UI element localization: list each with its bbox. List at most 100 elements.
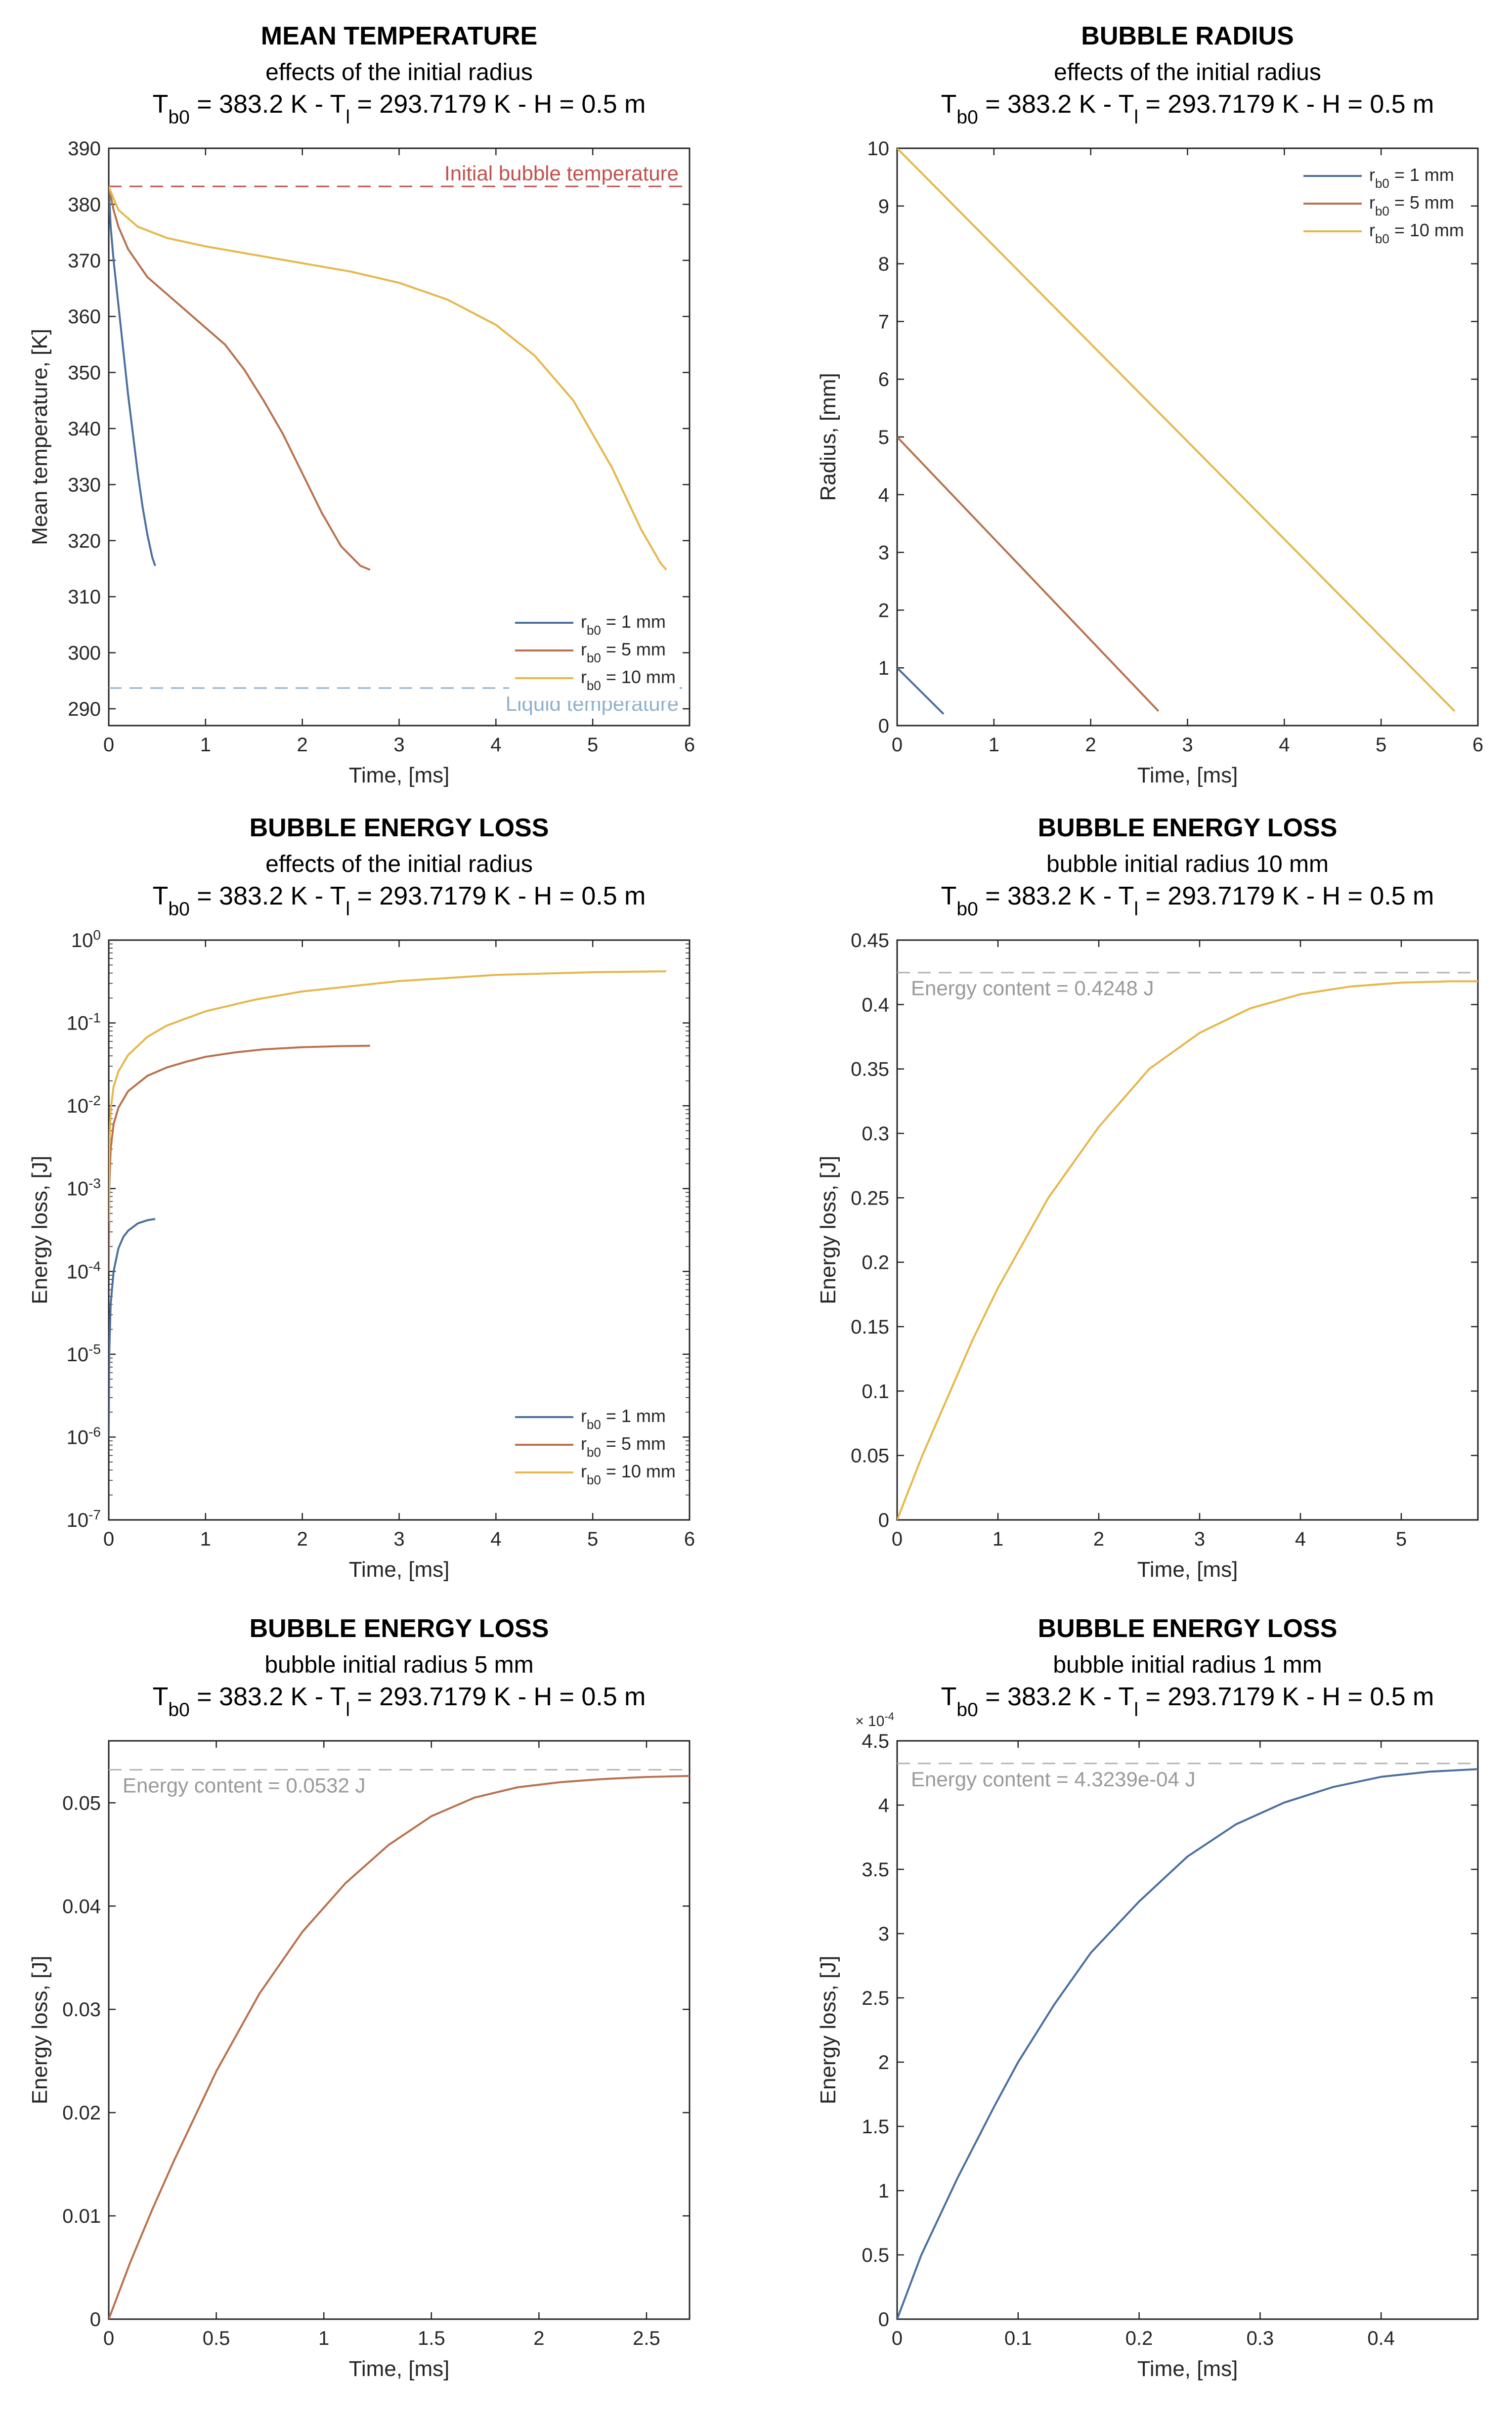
y-tick-label: 6 xyxy=(878,369,889,390)
x-tick-label: 4 xyxy=(490,1528,501,1550)
y-multiplier: × 10-4 xyxy=(855,1710,894,1730)
y-tick-label: 0 xyxy=(878,715,889,737)
chart-conditions: Tb0 = 383.2 K - Tl = 293.7179 K - H = 0.… xyxy=(941,90,1434,128)
reference-line-label: Energy content = 4.3239e-04 J xyxy=(911,1768,1196,1791)
x-tick-label: 2.5 xyxy=(633,2328,660,2349)
chart-mean_temperature: MEAN TEMPERATURE effects of the initial r… xyxy=(28,22,695,787)
x-tick-label: 3 xyxy=(1194,1528,1205,1550)
y-tick-label: 3.5 xyxy=(862,1859,889,1881)
y-tick-label: 1.5 xyxy=(862,2116,889,2138)
x-tick-label: 5 xyxy=(587,1528,598,1550)
x-tick-label: 0.1 xyxy=(1004,2328,1032,2349)
y-tick-label: 100 xyxy=(71,927,101,952)
y-axis-label: Mean temperature, [K] xyxy=(28,329,52,545)
y-tick-label: 4.5 xyxy=(862,1730,889,1752)
y-axis-label: Energy loss, [J] xyxy=(28,1156,52,1304)
y-tick-label: 4 xyxy=(878,1795,889,1816)
y-tick-label: 5 xyxy=(878,427,889,448)
y-tick-label: 1 xyxy=(878,657,889,679)
y-tick-label: 0.4 xyxy=(862,994,889,1016)
chart-title: BUBBLE ENERGY LOSS xyxy=(250,1614,549,1643)
x-tick-label: 2 xyxy=(1085,734,1096,756)
y-tick-label: 350 xyxy=(68,362,101,384)
y-tick-label: 360 xyxy=(68,306,101,328)
y-tick-label: 10-2 xyxy=(67,1093,101,1118)
series-line-0 xyxy=(109,1218,156,1437)
x-tick-label: 1 xyxy=(318,2328,329,2349)
x-tick-label: 0 xyxy=(892,2328,903,2349)
y-tick-label: 0.02 xyxy=(62,2102,101,2124)
x-tick-label: 6 xyxy=(1472,734,1483,756)
y-tick-label: 370 xyxy=(68,250,101,272)
x-tick-label: 2 xyxy=(1093,1528,1104,1550)
series-line-2 xyxy=(109,186,667,571)
x-tick-label: 0 xyxy=(103,2328,114,2349)
y-tick-label: 2 xyxy=(878,2052,889,2073)
y-tick-label: 3 xyxy=(878,542,889,564)
chart-title: MEAN TEMPERATURE xyxy=(261,22,537,50)
x-tick-label: 3 xyxy=(393,734,404,756)
chart-subtitle: effects of the initial radius xyxy=(265,59,533,86)
plot-area xyxy=(108,1740,691,2320)
y-tick-label: 0 xyxy=(90,2309,101,2331)
x-tick-label: 4 xyxy=(490,734,501,756)
y-tick-label: 330 xyxy=(68,474,101,496)
x-tick-label: 4 xyxy=(1279,734,1290,756)
series-line-0 xyxy=(897,980,1478,1520)
chart-subtitle: effects of the initial radius xyxy=(1054,59,1321,86)
x-tick-label: 0 xyxy=(103,734,114,756)
y-tick-label: 300 xyxy=(68,643,101,664)
x-tick-label: 1 xyxy=(200,734,211,756)
y-tick-label: 0.05 xyxy=(851,1445,889,1467)
y-tick-label: 380 xyxy=(68,194,101,216)
plot-area xyxy=(896,1740,1479,2320)
y-tick-label: 10-7 xyxy=(67,1507,101,1532)
chart-subtitle: effects of the initial radius xyxy=(265,851,533,877)
x-tick-label: 6 xyxy=(684,734,695,756)
series-line-0 xyxy=(109,186,156,566)
x-tick-label: 5 xyxy=(587,734,598,756)
chart-conditions: Tb0 = 383.2 K - Tl = 293.7179 K - H = 0.… xyxy=(941,1683,1434,1721)
y-tick-label: 2.5 xyxy=(862,1987,889,2009)
legend-entry: rb0 = 5 mm xyxy=(581,639,666,665)
y-tick-label: 8 xyxy=(878,254,889,275)
y-tick-label: 0.05 xyxy=(62,1792,101,1814)
y-tick-label: 0.04 xyxy=(62,1896,101,1917)
y-tick-label: 4 xyxy=(878,484,889,506)
y-axis-label: Energy loss, [J] xyxy=(816,1956,840,2105)
y-tick-label: 320 xyxy=(68,530,101,552)
y-tick-label: 0 xyxy=(878,1510,889,1531)
legend-entry: rb0 = 1 mm xyxy=(1369,165,1454,191)
y-axis-label: Energy loss, [J] xyxy=(28,1956,52,2105)
reference-line-label: Initial bubble temperature xyxy=(444,162,679,185)
series-line-0 xyxy=(897,667,945,715)
y-tick-label: 390 xyxy=(68,138,101,160)
y-tick-label: 10-6 xyxy=(67,1424,101,1449)
y-tick-label: 340 xyxy=(68,418,101,440)
chart-conditions: Tb0 = 383.2 K - Tl = 293.7179 K - H = 0.… xyxy=(153,1683,646,1721)
series-line-2 xyxy=(897,148,1456,712)
x-tick-label: 5 xyxy=(1376,734,1386,756)
y-tick-label: 0.45 xyxy=(851,930,889,951)
y-tick-label: 0 xyxy=(878,2309,889,2331)
y-tick-label: 0.5 xyxy=(862,2245,889,2266)
y-tick-label: 10-1 xyxy=(67,1010,101,1035)
reference-line-label: Energy content = 0.4248 J xyxy=(911,977,1154,1000)
x-tick-label: 0 xyxy=(892,1528,903,1550)
chart-title: BUBBLE ENERGY LOSS xyxy=(1038,814,1338,842)
y-tick-label: 0.25 xyxy=(851,1187,889,1209)
legend-box xyxy=(509,609,680,701)
chart-energy_loss_10mm: BUBBLE ENERGY LOSS bubble initial radius … xyxy=(816,814,1479,1582)
y-tick-label: 0.1 xyxy=(862,1381,889,1402)
legend-entry: rb0 = 5 mm xyxy=(581,1433,666,1460)
chart-title: BUBBLE RADIUS xyxy=(1081,22,1294,50)
y-tick-label: 2 xyxy=(878,600,889,621)
x-tick-label: 0.5 xyxy=(203,2328,230,2349)
legend-entry: rb0 = 1 mm xyxy=(581,611,666,638)
chart-subtitle: bubble initial radius 10 mm xyxy=(1046,851,1329,877)
x-tick-label: 0.4 xyxy=(1367,2328,1395,2349)
y-tick-label: 0.35 xyxy=(851,1059,889,1080)
